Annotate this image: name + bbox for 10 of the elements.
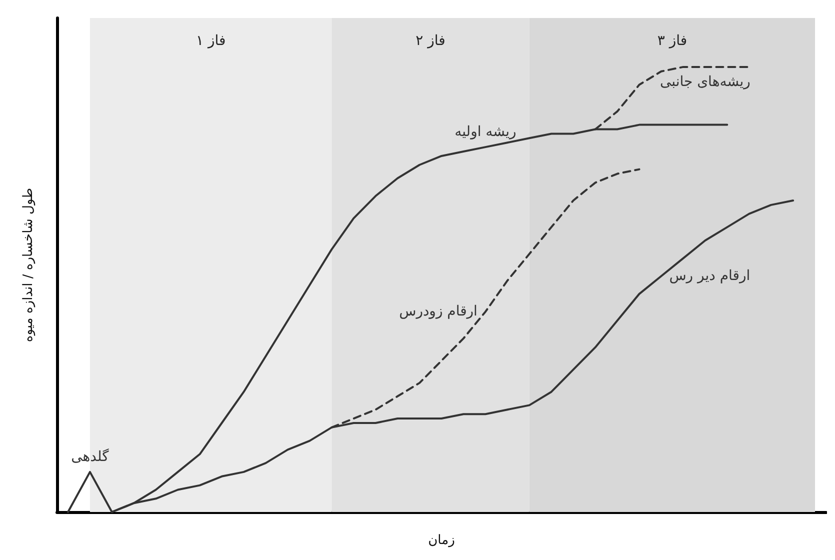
- series-label: ریشه‌های جانبی: [660, 74, 750, 90]
- x-axis-title: زمان: [428, 533, 455, 548]
- series-label: ارقام زودرس: [399, 304, 478, 320]
- series-label: گلدهی: [71, 448, 110, 465]
- text: فاز ۳: [657, 33, 688, 49]
- series-label: ارقام دیر رس: [669, 268, 750, 284]
- text: فاز ۲: [416, 33, 446, 49]
- series-label: ریشه اولیه: [454, 124, 516, 140]
- text: فاز ۱: [196, 33, 226, 49]
- y-axis-title: طول شاخساره / اندازه میوه: [21, 188, 36, 342]
